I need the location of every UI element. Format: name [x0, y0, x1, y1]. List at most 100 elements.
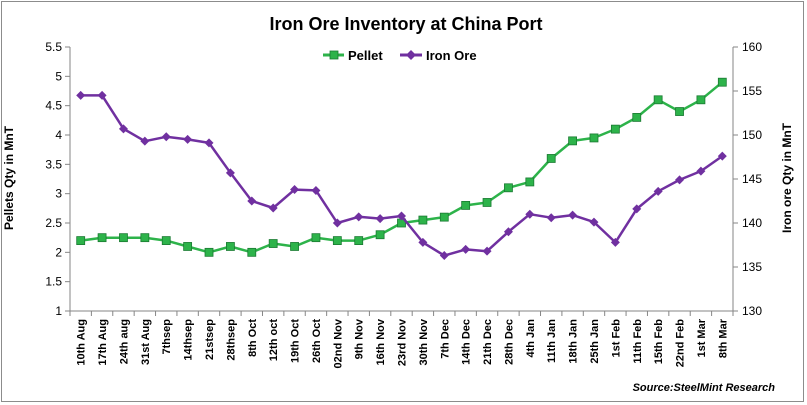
right-tick-label: 135 [742, 260, 762, 274]
ironore-point [546, 213, 556, 223]
pellet-point [610, 124, 620, 134]
x-tick-label: 17th Aug [97, 319, 109, 366]
ironore-point [76, 90, 86, 100]
pellet-point [589, 133, 599, 143]
ironore-point [354, 212, 364, 222]
x-tick-label: 21stsep [204, 319, 216, 360]
left-tick-label: 2 [55, 245, 62, 259]
ironore-point [461, 244, 471, 254]
pellet-point [375, 230, 385, 240]
right-tick-label: 150 [742, 128, 762, 142]
pellet-point [568, 136, 577, 146]
x-tick-label: 22nd Feb [675, 319, 687, 368]
ironore-point [439, 251, 449, 261]
ironore-point [418, 237, 428, 247]
pellet-point [97, 233, 107, 243]
ironore-point [204, 138, 214, 148]
pellet-point [354, 236, 364, 246]
x-tick-label: 30th Nov [418, 318, 430, 365]
ironore-point [225, 168, 235, 178]
pellet-point [653, 95, 663, 105]
ironore-point [589, 217, 599, 227]
pellet-point [439, 212, 449, 222]
x-tick-label: 11th Jan [546, 319, 558, 363]
ironore-point [268, 203, 278, 213]
ironore-point [140, 136, 150, 146]
pellet-point [311, 233, 321, 243]
ironore-point [375, 214, 385, 224]
x-tick-label: 19th Oct [290, 319, 302, 363]
pellet-point [183, 242, 193, 251]
ironore-point [503, 227, 513, 237]
x-tick-label: 25th Jan [589, 319, 601, 364]
ironore-point [525, 209, 535, 219]
x-tick-label: 16th Nov [375, 318, 387, 365]
ironore-point [183, 134, 193, 144]
x-tick-label: 18th Jan [568, 319, 580, 364]
legend-ironore-marker [406, 50, 416, 60]
pellet-point [161, 236, 171, 246]
x-tick-label: 7thsep [161, 319, 173, 355]
pellet-point [332, 236, 342, 246]
ironore-point [653, 186, 663, 196]
ironore-point [97, 90, 107, 100]
left-tick-label: 4.5 [45, 99, 62, 113]
left-axis-label: Pellets Qty in MnT [2, 125, 16, 230]
x-tick-label: 14th Dec [461, 319, 473, 365]
ironore-point [118, 124, 128, 134]
x-axis: 10th Aug 17th Aug 24th aug 31st Aug 7thsep 14… [69, 310, 734, 369]
pellet-point [268, 239, 278, 248]
pellet-point [675, 107, 684, 116]
x-tick-label: 12th oct [268, 319, 280, 362]
series-line [80, 94, 724, 257]
right-tick-label: 140 [742, 216, 762, 230]
x-tick-label: 15th Feb [653, 319, 665, 365]
pellet-point [632, 113, 642, 122]
pellet-point [204, 247, 214, 257]
right-tick-label: 145 [742, 172, 762, 186]
right-tick-label: 155 [742, 84, 762, 98]
pellet-point [140, 233, 150, 243]
x-tick-label: 8th Mar [717, 318, 729, 358]
x-tick-label: 14thsep [183, 319, 195, 361]
x-tick-label: 4th Jan [525, 319, 537, 358]
left-tick-label: 5.5 [45, 40, 62, 54]
pellet-point [226, 242, 235, 251]
left-axis: 1 1.5 2 2.5 3 3.5 4 4.5 5 5.5 [45, 40, 71, 318]
left-tick-label: 1.5 [45, 275, 62, 289]
right-axis: 130 135 140 145 150 155 160 [732, 40, 762, 318]
legend: Pellet Iron Ore [323, 48, 477, 63]
left-tick-label: 1 [55, 304, 62, 318]
pellet-point [119, 233, 128, 243]
ironore-point [482, 246, 492, 256]
pellet-point [290, 242, 299, 251]
ironore-point [332, 218, 342, 228]
chart-title: Iron Ore Inventory at China Port [269, 14, 542, 34]
x-tick-label: 02nd Nov [332, 318, 344, 368]
series-pellet [76, 77, 727, 257]
x-tick-label: 8th Oct [247, 319, 259, 357]
left-tick-label: 3 [55, 187, 62, 201]
pellet-point [247, 247, 257, 257]
source-note: Source:SteelMint Research [633, 382, 776, 394]
ironore-point [632, 204, 642, 214]
x-tick-label: 24th aug [118, 319, 130, 364]
pellet-point [76, 236, 86, 246]
x-tick-label: 11th Feb [632, 319, 644, 364]
ironore-point [247, 196, 257, 206]
left-tick-label: 5 [55, 69, 62, 83]
pellet-point [696, 95, 706, 105]
pellet-point [418, 215, 428, 225]
x-tick-label: 26th Oct [311, 319, 323, 363]
legend-pellet-marker [329, 50, 339, 60]
x-tick-label: 28th Dec [503, 319, 515, 365]
x-tick-label: 9th Nov [354, 318, 366, 359]
x-tick-label: 28thsep [225, 319, 237, 361]
ironore-point [717, 151, 727, 161]
right-tick-label: 160 [742, 40, 762, 54]
left-tick-label: 3.5 [45, 157, 62, 171]
right-axis-label: Iron ore Qty in MnT [780, 122, 794, 233]
x-tick-label: 7th Dec [439, 319, 451, 359]
